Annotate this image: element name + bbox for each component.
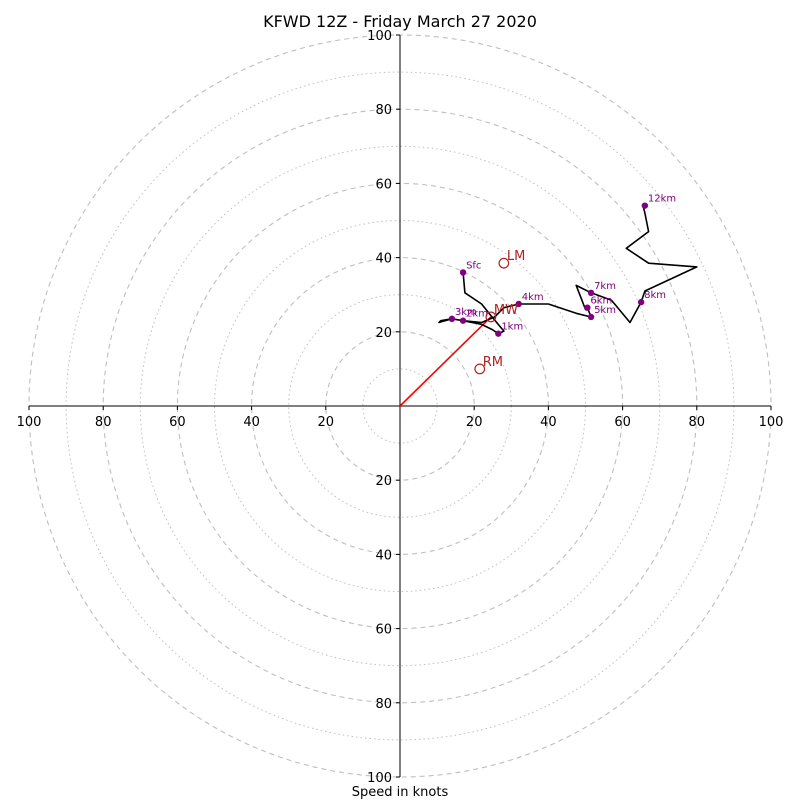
x-tick-label: 20: [466, 415, 483, 430]
x-tick-label: 20: [318, 415, 335, 430]
height-label-7km: 7km: [594, 281, 616, 292]
storm-motion-mw: [485, 311, 497, 323]
mean-wind-vector: [399, 316, 492, 407]
x-tick-label: 80: [689, 415, 706, 430]
x-tick-label: 80: [95, 415, 112, 430]
storm-motion-rm: [474, 363, 486, 375]
height-point-8km: [637, 298, 645, 306]
x-axis-label: Speed in knots: [352, 785, 449, 800]
height-point-3km: [448, 315, 456, 323]
height-label-3km: 3km: [455, 307, 477, 318]
height-label-8km: 8km: [644, 290, 666, 301]
x-tick-label: 60: [614, 415, 631, 430]
y-tick-label: 20: [375, 474, 392, 489]
y-tick-label: 40: [375, 548, 392, 563]
storm-motion-label-lm: LM: [507, 249, 525, 264]
storm-motion-lm: [498, 257, 510, 269]
storm-motion-group: LM MW RM: [474, 249, 525, 375]
x-tick-label: 40: [243, 415, 260, 430]
height-label-4km: 4km: [522, 292, 544, 303]
height-label-12km: 12km: [648, 194, 676, 205]
storm-motion-label-mw: MW: [494, 303, 518, 318]
height-label-1km: 1km: [501, 322, 523, 333]
height-point-7km: [587, 289, 595, 297]
y-tick-label: 20: [375, 326, 392, 341]
y-tick-label: 60: [375, 623, 392, 638]
height-point-12km: [641, 202, 649, 209]
x-tick-label: 40: [540, 415, 557, 430]
x-tick-label: 100: [759, 415, 784, 430]
height-point-4km: [515, 300, 522, 308]
x-tick-label: 100: [17, 415, 42, 430]
storm-motion-label-rm: RM: [483, 355, 503, 370]
mean-wind-vector-group: [399, 316, 492, 407]
height-point-2km: [459, 317, 467, 324]
x-tick-label: 60: [169, 415, 186, 430]
height-point-sfc: [459, 269, 467, 276]
height-label-5km: 5km: [594, 305, 616, 316]
tick-labels: 100 80 60 40 20 20 40 60 80 100 100 80 60 40 20 20 40 60 8…: [17, 29, 784, 786]
y-tick-label: 100: [367, 771, 392, 786]
y-tick-label: 80: [375, 697, 392, 712]
height-point-6km: [584, 304, 591, 311]
height-label-sfc: Sfc: [466, 260, 481, 271]
height-label-2km: 2km: [466, 309, 488, 320]
chart-title: KFWD 12Z - Friday March 27 2020: [263, 12, 537, 31]
height-point-1km: [495, 330, 502, 337]
y-tick-label: 40: [375, 252, 392, 267]
y-tick-label: 100: [367, 29, 392, 44]
y-tick-label: 80: [375, 103, 392, 118]
height-point-5km: [587, 313, 595, 321]
height-label-6km: 6km: [590, 296, 612, 307]
y-tick-label: 60: [375, 177, 392, 192]
